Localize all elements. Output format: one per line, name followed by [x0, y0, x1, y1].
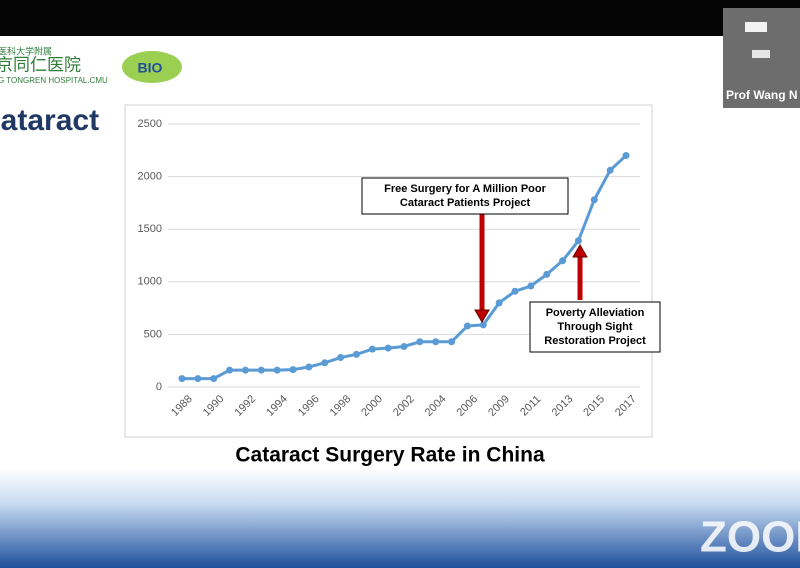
point — [289, 366, 297, 374]
y-tick-label: 2000 — [138, 171, 162, 183]
annotation-arrowhead — [572, 244, 588, 258]
annotation-text: Restoration Project — [544, 335, 646, 347]
point — [226, 366, 234, 374]
logo-badge — [122, 51, 182, 83]
logo-text: 京同仁医院 — [0, 55, 81, 74]
chart-caption: Cataract Surgery Rate in China — [235, 444, 545, 467]
point — [543, 270, 551, 278]
logo-badge-text: BIO — [138, 60, 163, 76]
point — [416, 338, 424, 346]
point — [210, 375, 218, 383]
point — [321, 359, 329, 367]
point — [257, 366, 265, 374]
point — [432, 338, 440, 346]
ceiling-light — [745, 22, 767, 32]
point — [622, 152, 630, 160]
point — [194, 375, 202, 383]
y-tick-label: 1000 — [138, 276, 162, 288]
point — [178, 375, 186, 383]
top-bar — [0, 0, 800, 36]
point — [590, 196, 598, 204]
annotation-box — [361, 177, 569, 215]
point — [511, 287, 519, 295]
logo-text: G TONGREN HOSPITAL.CMU — [0, 76, 108, 85]
point — [337, 354, 345, 362]
point — [241, 366, 249, 374]
point — [559, 257, 567, 265]
point — [448, 338, 456, 346]
slide-footer — [0, 468, 800, 568]
y-tick-label: 1500 — [138, 223, 162, 235]
point — [606, 166, 614, 174]
point — [368, 345, 376, 353]
point — [384, 344, 392, 352]
y-tick-label: 0 — [156, 381, 162, 393]
logo-text: 医科大学附属 — [0, 45, 52, 56]
point — [479, 321, 487, 329]
annotation-text: Through Sight — [557, 321, 632, 333]
point — [305, 363, 313, 371]
point — [527, 282, 535, 290]
annotation-box — [529, 301, 661, 353]
y-tick-label: 2500 — [138, 118, 162, 130]
annotation-text: Poverty Alleviation — [546, 307, 645, 319]
zoom-watermark: ZOOM — [700, 513, 800, 562]
annotation-text: Free Surgery for A Million Poor — [384, 183, 546, 195]
point — [400, 342, 408, 350]
participant-name: Prof Wang N — [726, 88, 798, 102]
point — [463, 322, 471, 330]
ceiling-light — [752, 50, 770, 58]
annotation-arrowhead — [474, 309, 490, 323]
slide-title: Cataract — [0, 104, 99, 137]
point — [495, 299, 503, 307]
point — [574, 237, 582, 245]
annotation-text: Cataract Patients Project — [400, 197, 531, 209]
point — [273, 366, 281, 374]
point — [352, 350, 360, 358]
y-tick-label: 500 — [144, 328, 162, 340]
